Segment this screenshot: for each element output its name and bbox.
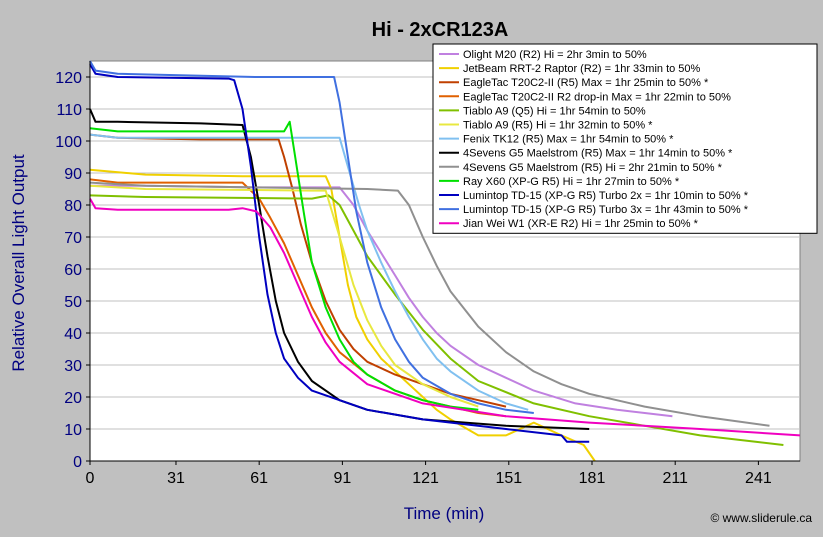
y-tick-label: 80: [64, 198, 82, 215]
legend-entry: Olight M20 (R2) Hi = 2hr 3min to 50%: [463, 49, 647, 61]
series-line-1: [90, 184, 673, 418]
y-tick-label: 90: [64, 166, 82, 183]
legend-box: [432, 43, 818, 234]
x-tick-label: 181: [579, 470, 606, 487]
series-line-12: [89, 60, 534, 414]
legend-entry: Jian Wei W1 (XR-E R2) Hi = 1hr 25min to …: [463, 218, 699, 230]
y-tick-label: 30: [64, 358, 82, 375]
legend-entry: Lumintop TD-15 (XP-G R5) Turbo 2x = 1hr …: [463, 190, 749, 202]
x-tick-label: 91: [333, 470, 351, 487]
y-tick-label: 40: [64, 326, 82, 343]
legend-entry: 4Sevens G5 Maelstrom (R5) Hi = 2hr 21min…: [463, 162, 723, 174]
series-line-7: [89, 133, 529, 411]
y-axis-label: Relative Overall Light Output: [9, 154, 28, 372]
x-tick-label: 151: [495, 470, 522, 487]
legend-entry: EagleTac T20C2-II R2 drop-in Max = 1hr 2…: [463, 91, 731, 103]
series-line-9: [89, 181, 770, 427]
y-tick-label: 10: [64, 422, 82, 439]
legend-entry: Fenix TK12 (R5) Max = 1hr 54min to 50% *: [463, 134, 674, 146]
x-tick-label: 241: [745, 470, 772, 487]
x-tick-label: 61: [250, 470, 268, 487]
series-line-10: [89, 120, 479, 411]
legend-entry: JetBeam RRT-2 Raptor (R2) = 1hr 33min to…: [463, 63, 701, 75]
legend: Olight M20 (R2) Hi = 2hr 3min to 50% JetB…: [432, 43, 818, 234]
y-tick-label: 120: [55, 70, 82, 87]
y-tick-label: 100: [55, 134, 82, 151]
y-tick-label: 0: [73, 454, 82, 471]
x-axis-label: Time (min): [404, 504, 485, 523]
y-tick-label: 50: [64, 294, 82, 311]
x-tick-label: 121: [412, 470, 439, 487]
series-line-11: [89, 63, 590, 443]
series-layer: [89, 60, 801, 462]
y-tick-label: 20: [64, 390, 82, 407]
x-tick-label: 31: [167, 470, 185, 487]
y-tick-label: 60: [64, 262, 82, 279]
x-tick-label: 211: [662, 470, 688, 487]
legend-entry: Ray X60 (XP-G R5) Hi = 1hr 27min to 50% …: [463, 176, 680, 188]
axes: 0 10 20 30 40 50 60 70 80 90 100 110 120 0 31 61 91 121 15…: [55, 61, 800, 487]
legend-entry: Lumintop TD-15 (XP-G R5) Turbo 3x = 1hr …: [463, 204, 749, 216]
y-tick-label: 70: [64, 230, 82, 247]
series-line-13: [89, 198, 801, 437]
series-line-5: [89, 194, 784, 446]
y-tick-label: 110: [56, 102, 82, 119]
credit-text: © www.sliderule.ca: [710, 511, 812, 525]
legend-entry: Tiablo A9 (Q5) Hi = 1hr 54min to 50%: [463, 105, 646, 117]
series-line-6: [89, 184, 479, 408]
legend-entry: 4Sevens G5 Maelstrom (R5) Max = 1hr 14mi…: [463, 148, 733, 160]
legend-entry: EagleTac T20C2-II (R5) Max = 1hr 25min t…: [463, 77, 709, 89]
x-tick-label: 0: [86, 470, 95, 487]
legend-entry: Tiablo A9 (R5) Hi = 1hr 32min to 50% *: [463, 120, 653, 132]
chart-title: Hi - 2xCR123A: [372, 19, 509, 41]
